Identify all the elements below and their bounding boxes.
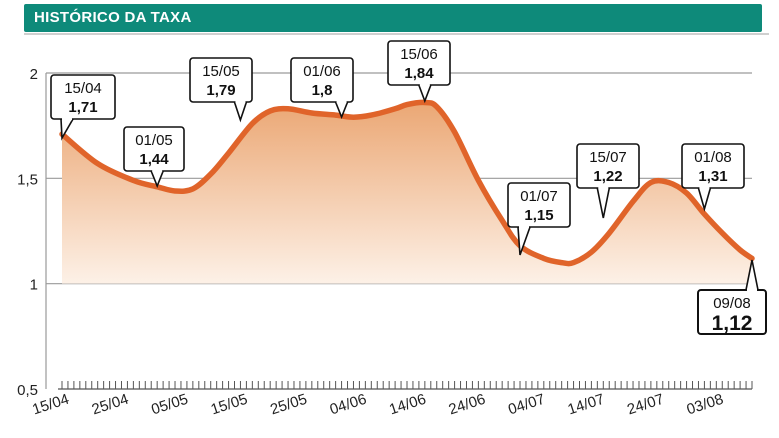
x-tick-label: 25/04	[90, 391, 131, 419]
x-tick-label: 15/05	[209, 391, 250, 419]
callouts: 15/04 1,71 01/05 1,44 15/05 1,79 01/06 1,8 15/06…	[50, 40, 767, 335]
callout-value: 1,12	[712, 312, 753, 335]
callout-pointer	[233, 101, 248, 123]
x-tick-label: 24/07	[625, 391, 666, 419]
callout-box	[50, 74, 116, 120]
callout-15-04: 15/04 1,71	[50, 74, 116, 141]
callout-date: 15/06	[400, 46, 438, 63]
callout-box	[681, 143, 745, 189]
callout-value: 1,22	[593, 168, 622, 185]
callout-pointer	[417, 84, 433, 104]
callout-date: 01/08	[694, 149, 732, 166]
y-tick-label: 0,5	[17, 382, 38, 399]
callout-date: 01/05	[135, 132, 173, 149]
callout-15-06: 15/06 1,84	[387, 40, 451, 104]
header-bar: HISTÓRICO DA TAXA	[24, 4, 762, 32]
callout-01-07: 01/07 1,15	[507, 182, 571, 256]
y-tick-label: 2	[30, 66, 38, 83]
x-tick-label: 04/06	[328, 391, 369, 419]
callout-box	[697, 289, 767, 335]
callout-value: 1,71	[68, 99, 97, 116]
callout-date: 01/07	[520, 188, 558, 205]
callout-box	[387, 40, 451, 86]
x-tick-label: 05/05	[149, 391, 190, 419]
y-tick-label: 1	[30, 277, 38, 294]
callout-09-08: 09/081,12	[697, 259, 767, 335]
callout-01-05: 01/05 1,44	[123, 126, 185, 189]
x-tick-label: 14/07	[566, 391, 607, 419]
callout-box	[507, 182, 571, 228]
callout-value: 1,15	[524, 207, 553, 224]
callout-value: 1,31	[698, 168, 727, 185]
callout-15-05: 15/05 1,79	[189, 57, 253, 123]
line-layer	[59, 99, 755, 267]
callout-box	[290, 57, 354, 103]
callout-date: 15/05	[202, 63, 240, 80]
chart-header-title: HISTÓRICO DA TAXA	[34, 9, 192, 26]
callout-value: 1,79	[206, 82, 235, 99]
callout-01-06: 01/06 1,8	[290, 57, 354, 120]
x-tick-label: 14/06	[387, 391, 428, 419]
callout-15-07: 15/07 1,22	[576, 143, 640, 219]
header-divider	[24, 33, 769, 35]
callout-box	[189, 57, 253, 103]
callout-date: 15/07	[589, 149, 627, 166]
callout-date: 01/06	[303, 63, 341, 80]
callout-value: 1,8	[312, 82, 333, 99]
callout-pointer	[596, 187, 611, 219]
x-tick-label: 04/07	[506, 391, 547, 419]
series-line	[59, 99, 755, 267]
x-tick-label: 03/08	[685, 391, 726, 419]
x-tick-label: 24/06	[447, 391, 488, 419]
y-tick-label: 1,5	[17, 171, 38, 188]
callout-value: 1,84	[404, 65, 434, 82]
callout-value: 1,44	[139, 151, 169, 168]
callout-date: 15/04	[64, 80, 102, 97]
axes: 2 1,5 1 0,5 15/04 25/04 05/05 15/05 25/05 04/06 14…	[17, 66, 753, 419]
x-tick-label: 25/05	[268, 391, 309, 419]
callout-date: 09/08	[713, 295, 751, 312]
callout-01-08: 01/08 1,31	[681, 143, 745, 212]
